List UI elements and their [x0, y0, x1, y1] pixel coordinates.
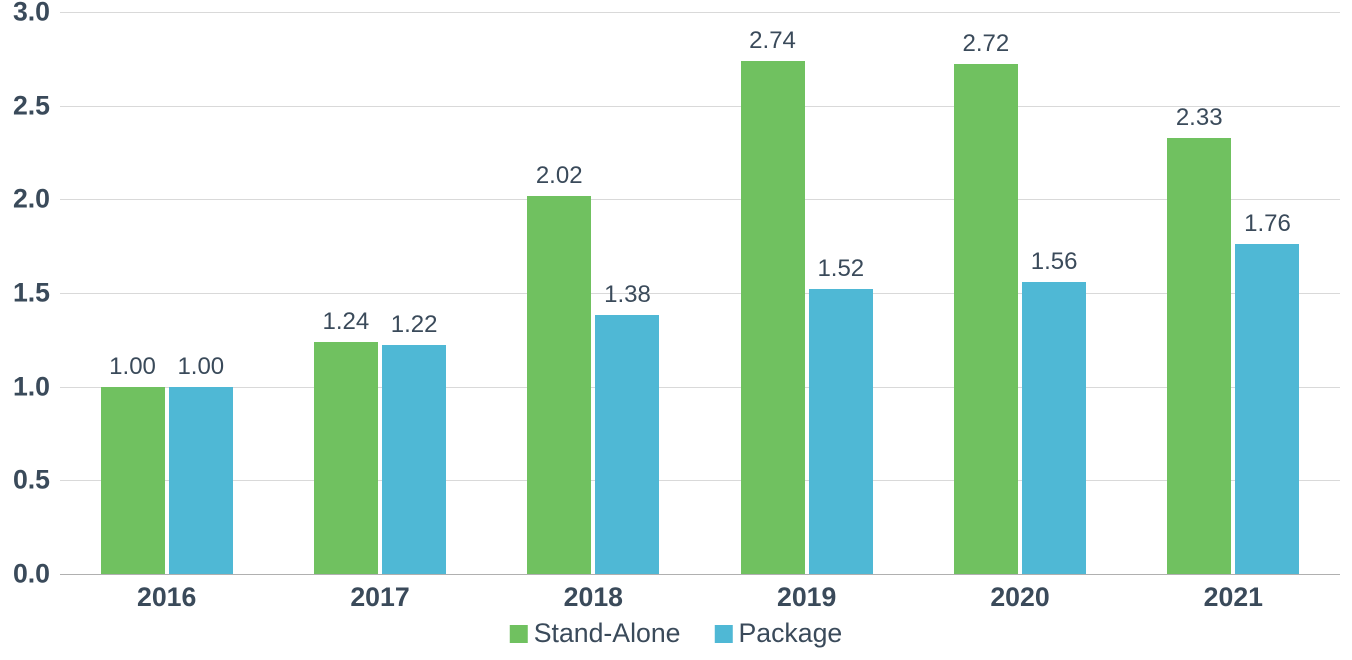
bar-value-label: 1.76 [1244, 210, 1291, 238]
y-tick-label: 1.5 [13, 278, 60, 309]
bar-value-label: 1.00 [109, 353, 156, 381]
bar [382, 345, 446, 574]
bar [527, 196, 591, 574]
bar-value-label: 1.00 [177, 353, 224, 381]
x-tick-label: 2021 [1204, 574, 1263, 613]
bar-value-label: 1.38 [604, 281, 651, 309]
legend-swatch [714, 625, 732, 643]
x-tick-label: 2016 [137, 574, 196, 613]
gridline [60, 293, 1340, 294]
x-tick-label: 2020 [990, 574, 1049, 613]
plot-area: 0.00.51.01.52.02.53.020161.001.0020171.2… [60, 12, 1340, 574]
bar [741, 61, 805, 574]
bar-value-label: 1.56 [1031, 248, 1078, 276]
x-tick-label: 2019 [777, 574, 836, 613]
y-tick-label: 0.0 [13, 559, 60, 590]
bar [101, 387, 165, 574]
y-tick-label: 2.0 [13, 184, 60, 215]
gridline [60, 199, 1340, 200]
bar-value-label: 1.24 [323, 308, 370, 336]
y-tick-label: 3.0 [13, 0, 60, 28]
chart-container: 0.0 0.5 1.0 1.5 2.0 2.5 3.0 2016 1.00 1.00 2017 1.2… [0, 0, 1352, 660]
legend: Stand-Alone Package [510, 618, 842, 649]
gridline [60, 387, 1340, 388]
bar-value-label: 2.02 [536, 162, 583, 190]
bar-value-label: 2.33 [1176, 104, 1223, 132]
gridline [60, 106, 1340, 107]
bar [809, 289, 873, 574]
legend-item: Stand-Alone [510, 618, 681, 649]
bar-value-label: 1.22 [391, 311, 438, 339]
bar [595, 315, 659, 574]
legend-swatch [510, 625, 528, 643]
bar [314, 342, 378, 574]
legend-label: Package [738, 618, 842, 649]
y-tick-label: 0.5 [13, 465, 60, 496]
x-tick-label: 2017 [350, 574, 409, 613]
gridline [60, 12, 1340, 13]
legend-item: Package [714, 618, 842, 649]
legend-label: Stand-Alone [534, 618, 681, 649]
gridline [60, 574, 1340, 575]
gridline [60, 480, 1340, 481]
bar-value-label: 1.52 [817, 255, 864, 283]
x-tick-label: 2018 [564, 574, 623, 613]
bar [1167, 138, 1231, 574]
bar-value-label: 2.74 [749, 27, 796, 55]
bar [1235, 244, 1299, 574]
bar-value-label: 2.72 [963, 30, 1010, 58]
y-tick-label: 2.5 [13, 90, 60, 121]
y-tick-label: 1.0 [13, 371, 60, 402]
bar [1022, 282, 1086, 574]
bar [954, 64, 1018, 574]
bar [169, 387, 233, 574]
